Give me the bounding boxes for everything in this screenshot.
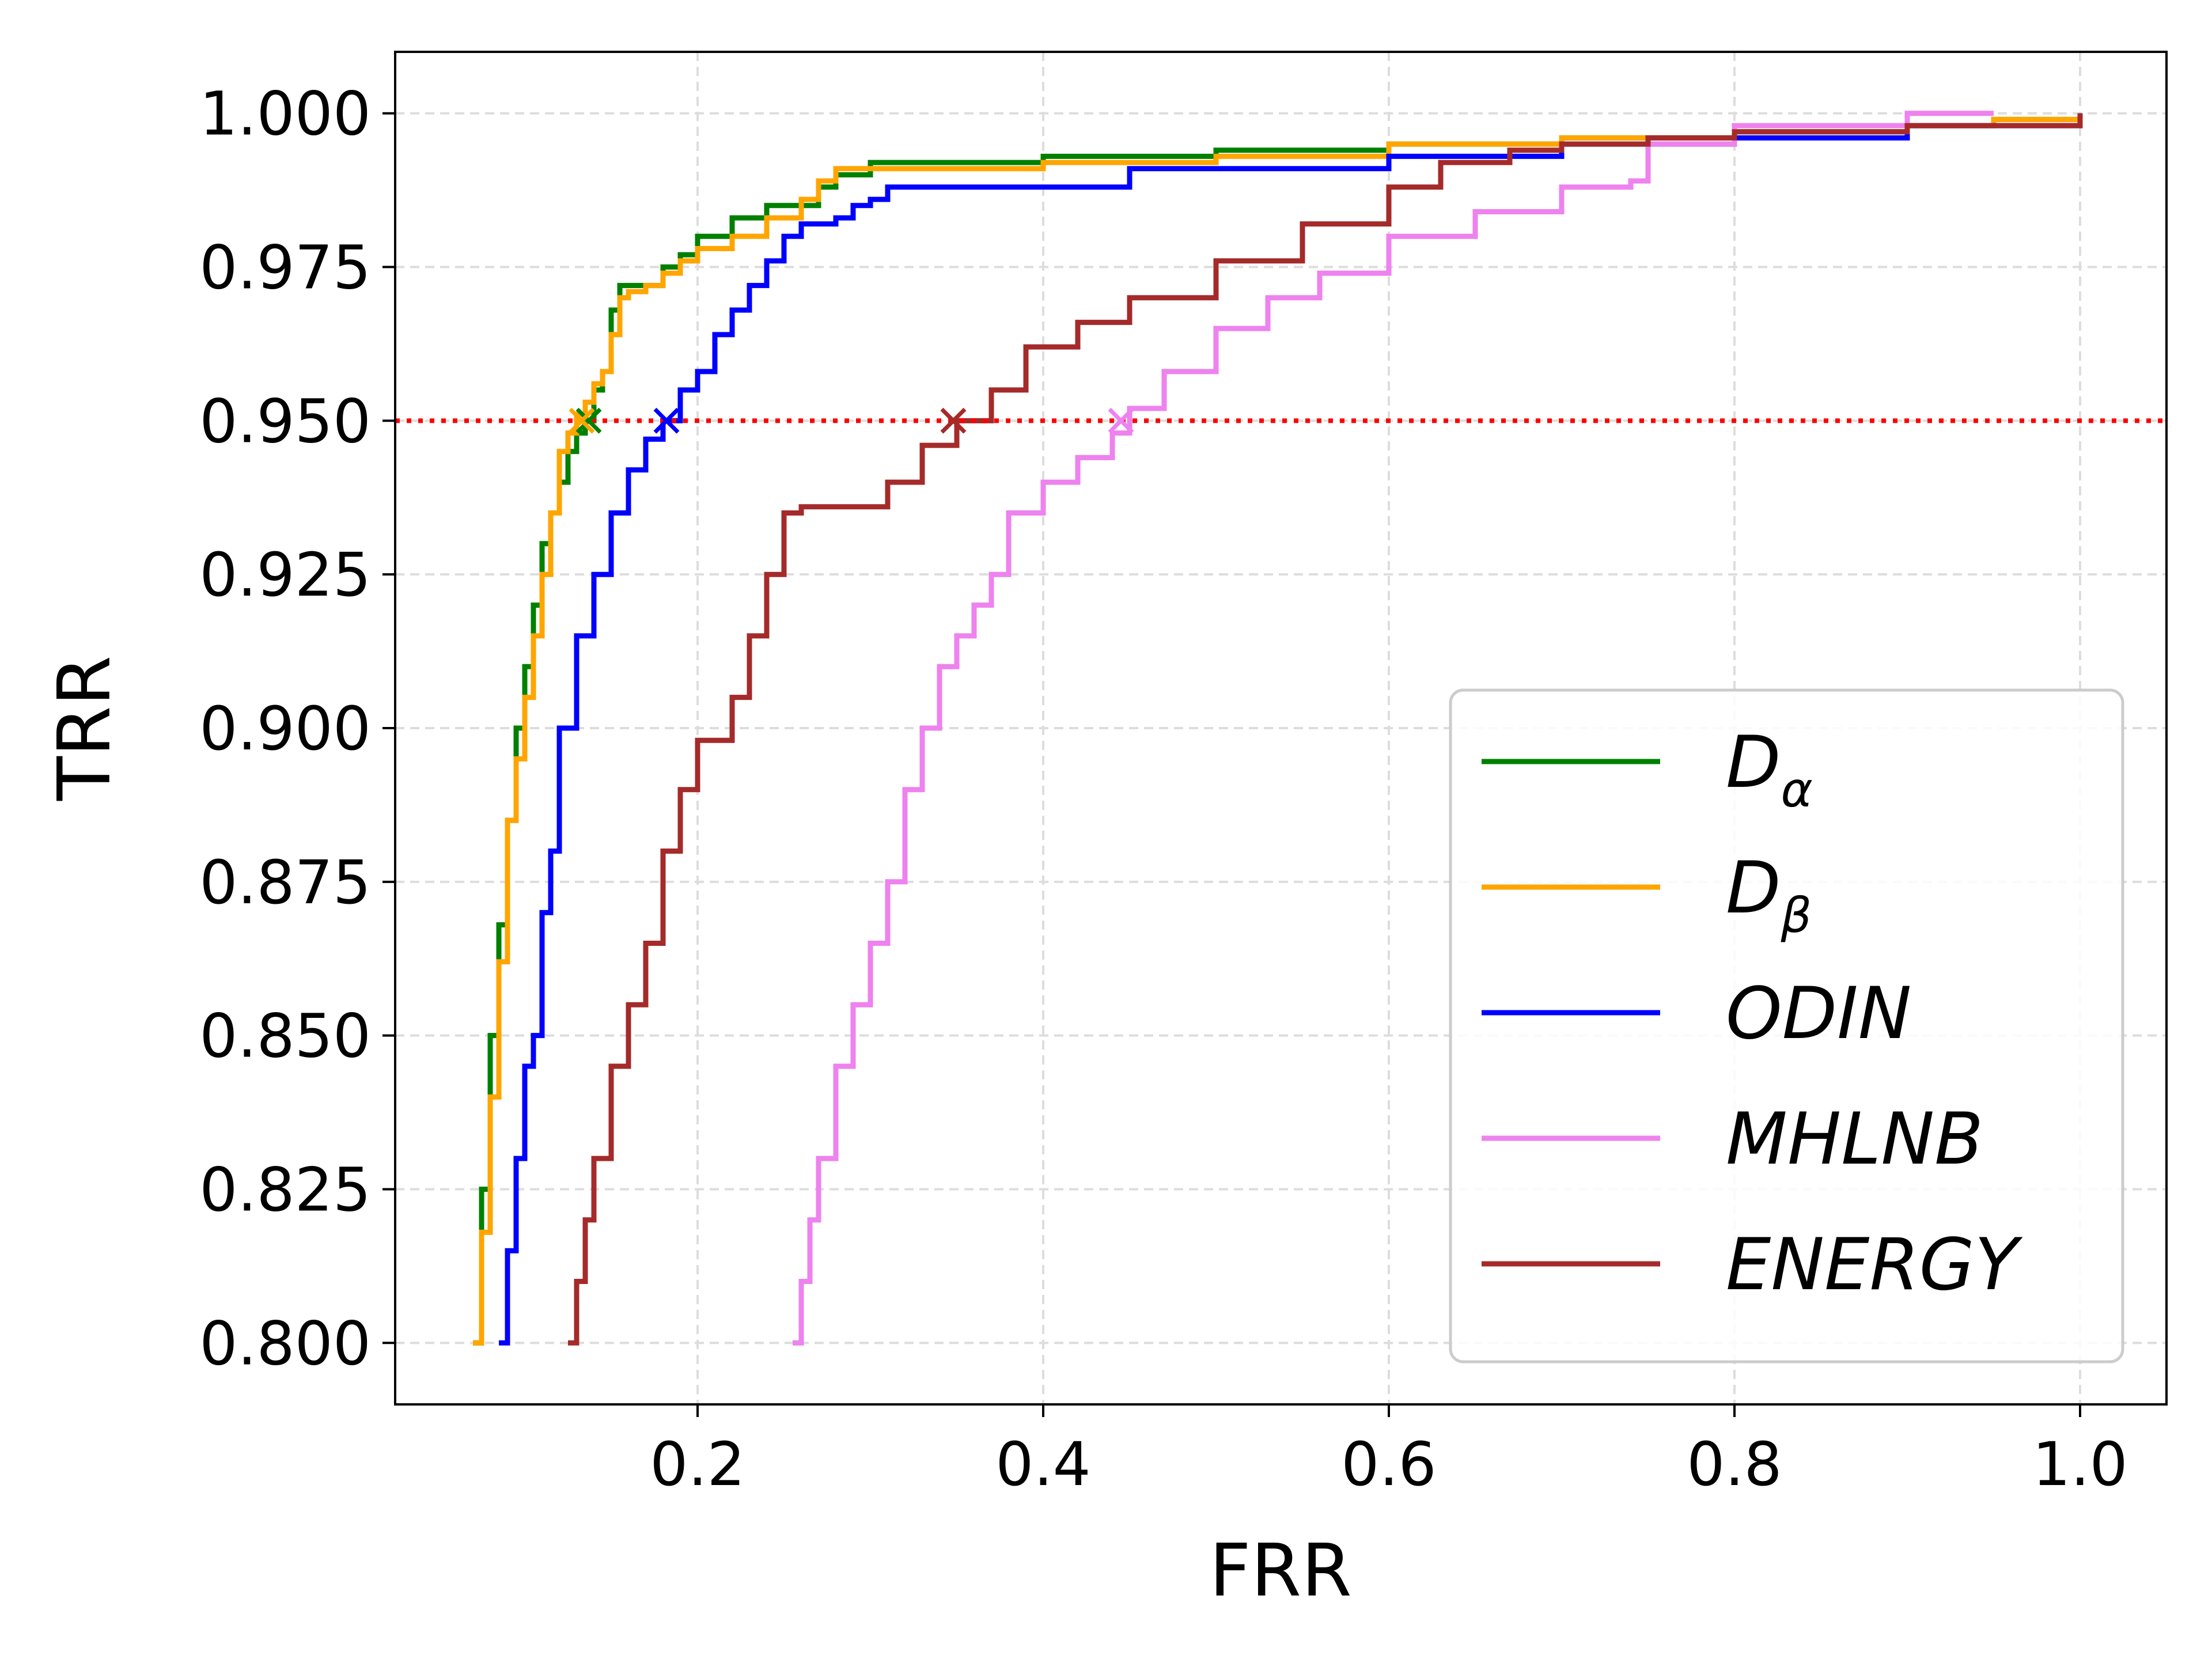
series-line-odin bbox=[499, 113, 2083, 1346]
legend-label-text: MHLNB bbox=[1726, 1098, 1983, 1181]
y-tick-label: 0.900 bbox=[199, 694, 371, 764]
legend-label: Dα bbox=[1726, 721, 1813, 818]
series-lines bbox=[473, 111, 2083, 1346]
threshold-marker bbox=[940, 407, 967, 434]
y-tick-label: 1.000 bbox=[199, 79, 371, 149]
legend-label: ODIN bbox=[1726, 972, 1911, 1055]
legend-label-text: ENERGY bbox=[1726, 1224, 2023, 1306]
legend-label-text: D bbox=[1726, 847, 1781, 930]
x-tick-label: 0.8 bbox=[1687, 1429, 1782, 1499]
y-tick-label: 0.825 bbox=[199, 1154, 371, 1225]
series-line-d-α bbox=[473, 113, 2083, 1346]
series-line-energy bbox=[568, 113, 2083, 1346]
y-tick-label: 0.925 bbox=[199, 540, 371, 610]
y-tick-label: 0.800 bbox=[199, 1308, 371, 1378]
legend-label-subscript: α bbox=[1781, 762, 1812, 818]
legend-label: MHLNB bbox=[1726, 1098, 1983, 1181]
y-tick-label: 0.850 bbox=[199, 1001, 371, 1071]
threshold-marker bbox=[1108, 407, 1134, 434]
y-tick-label: 0.875 bbox=[199, 847, 371, 918]
y-tick-label: 0.975 bbox=[199, 233, 371, 303]
series-line-mhlnb bbox=[793, 111, 1994, 1346]
y-axis-label: TRR bbox=[42, 656, 127, 801]
x-tick-label: 1.0 bbox=[2032, 1429, 2127, 1499]
y-tick-label: 0.950 bbox=[199, 386, 371, 456]
x-tick-label: 0.2 bbox=[650, 1429, 745, 1499]
legend-label-text: ODIN bbox=[1726, 972, 1911, 1055]
x-tick-label: 0.4 bbox=[995, 1429, 1090, 1499]
legend-box bbox=[1449, 688, 2124, 1363]
threshold-marker bbox=[653, 407, 680, 434]
x-axis-label: FRR bbox=[1209, 1528, 1352, 1613]
threshold-marker bbox=[569, 407, 595, 434]
threshold-marker bbox=[575, 407, 602, 434]
legend-label-subscript: β bbox=[1780, 887, 1812, 944]
legend-label: Dβ bbox=[1726, 847, 1812, 944]
legend-label-text: D bbox=[1726, 721, 1781, 804]
x-tick-label: 0.6 bbox=[1341, 1429, 1436, 1499]
threshold-markers bbox=[569, 407, 1134, 434]
x-axis-ticks: 0.2 0.4 0.6 0.8 1.0 bbox=[650, 1404, 2128, 1499]
y-axis-ticks: 0.800 0.825 0.850 0.875 0.900 0.925 0.950 0.975… bbox=[199, 79, 395, 1378]
series-line-d-β bbox=[473, 113, 2083, 1346]
legend-label: ENERGY bbox=[1726, 1224, 2023, 1306]
